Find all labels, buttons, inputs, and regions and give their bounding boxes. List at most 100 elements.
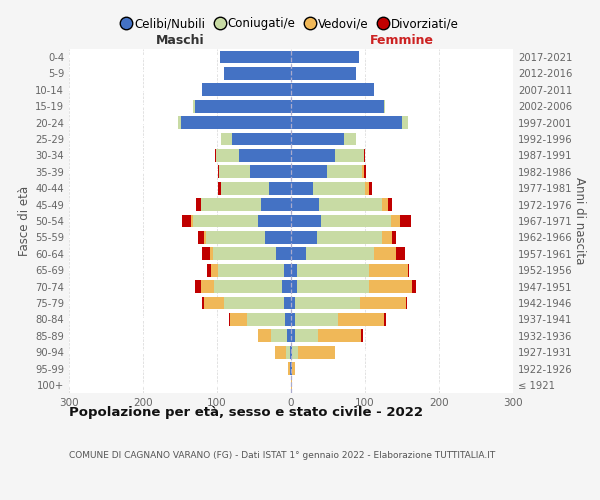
Bar [383, 313, 386, 326]
Text: Femmine: Femmine [370, 34, 434, 47]
Bar [269, 182, 291, 194]
Bar [290, 346, 291, 358]
Bar [291, 182, 313, 194]
Bar [230, 313, 247, 326]
Bar [361, 330, 363, 342]
Bar [291, 362, 292, 375]
Bar [408, 264, 409, 276]
Bar [211, 264, 218, 276]
Bar [291, 248, 306, 260]
Bar [287, 330, 291, 342]
Bar [202, 248, 209, 260]
Bar [335, 149, 364, 162]
Bar [291, 313, 295, 326]
Bar [291, 166, 326, 178]
Bar [319, 330, 361, 342]
Bar [362, 166, 364, 178]
Bar [364, 149, 365, 162]
Bar [239, 149, 291, 162]
Bar [182, 214, 191, 228]
Bar [218, 264, 284, 276]
Bar [291, 100, 383, 112]
Bar [195, 100, 291, 112]
Bar [291, 198, 319, 211]
Bar [291, 50, 359, 64]
Bar [276, 248, 291, 260]
Bar [291, 84, 374, 96]
Bar [203, 296, 224, 310]
Bar [291, 296, 295, 310]
Bar [219, 166, 250, 178]
Bar [365, 182, 368, 194]
Bar [291, 132, 344, 145]
Bar [247, 313, 285, 326]
Bar [275, 346, 286, 358]
Bar [370, 280, 412, 293]
Bar [295, 313, 338, 326]
Bar [291, 116, 402, 129]
Bar [221, 182, 269, 194]
Bar [320, 214, 391, 228]
Bar [206, 231, 265, 244]
Bar [317, 231, 382, 244]
Bar [319, 198, 382, 211]
Text: Maschi: Maschi [155, 34, 205, 47]
Bar [291, 264, 297, 276]
Bar [265, 231, 291, 244]
Bar [284, 264, 291, 276]
Bar [369, 182, 373, 194]
Bar [338, 313, 383, 326]
Bar [326, 166, 362, 178]
Bar [412, 280, 416, 293]
Bar [360, 296, 406, 310]
Bar [288, 362, 290, 375]
Bar [406, 296, 407, 310]
Bar [370, 264, 408, 276]
Bar [198, 231, 203, 244]
Bar [291, 231, 317, 244]
Bar [202, 296, 203, 310]
Bar [383, 100, 385, 112]
Bar [195, 280, 201, 293]
Bar [292, 362, 295, 375]
Bar [291, 346, 292, 358]
Bar [282, 280, 291, 293]
Bar [284, 296, 291, 310]
Bar [382, 231, 392, 244]
Y-axis label: Fasce di età: Fasce di età [18, 186, 31, 256]
Bar [196, 198, 201, 211]
Bar [232, 132, 291, 145]
Bar [291, 149, 335, 162]
Bar [218, 166, 219, 178]
Bar [291, 378, 292, 392]
Text: COMUNE DI CAGNANO VARANO (FG) - Dati ISTAT 1° gennaio 2022 - Elaborazione TUTTIT: COMUNE DI CAGNANO VARANO (FG) - Dati IST… [69, 450, 495, 460]
Bar [382, 198, 388, 211]
Bar [215, 149, 239, 162]
Bar [218, 182, 221, 194]
Bar [392, 231, 396, 244]
Bar [291, 280, 297, 293]
Bar [262, 198, 291, 211]
Bar [224, 296, 284, 310]
Bar [221, 132, 232, 145]
Bar [258, 214, 291, 228]
Bar [313, 182, 365, 194]
Bar [229, 313, 230, 326]
Bar [220, 50, 291, 64]
Bar [201, 198, 262, 211]
Bar [208, 264, 211, 276]
Bar [291, 330, 295, 342]
Bar [297, 264, 370, 276]
Bar [178, 116, 181, 129]
Bar [292, 346, 298, 358]
Bar [306, 248, 374, 260]
Bar [209, 248, 214, 260]
Bar [391, 214, 400, 228]
Bar [285, 313, 291, 326]
Legend: Celibi/Nubili, Coniugati/e, Vedovi/e, Divorziati/e: Celibi/Nubili, Coniugati/e, Vedovi/e, Di… [119, 12, 463, 35]
Bar [271, 330, 287, 342]
Bar [214, 248, 276, 260]
Bar [374, 248, 396, 260]
Bar [290, 362, 291, 375]
Bar [191, 214, 193, 228]
